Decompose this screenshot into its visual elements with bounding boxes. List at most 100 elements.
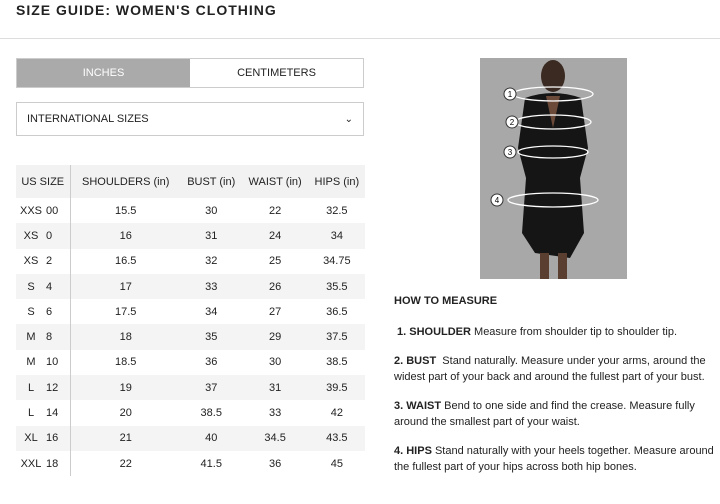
- table-row: S 6 17.5 34 27 36.5: [16, 299, 365, 325]
- step-label: 2. BUST: [394, 355, 437, 367]
- table-row: S 4 17 33 26 35.5: [16, 273, 365, 300]
- cell-shoulders: 17: [70, 273, 181, 300]
- cell-size-number: 6: [46, 299, 71, 325]
- cell-size-number: 14: [46, 400, 71, 426]
- cell-size-number: 10: [46, 349, 71, 376]
- cell-shoulders: 16.5: [114, 255, 137, 268]
- cell-size-number: 8: [46, 324, 71, 350]
- cell-hips: 45: [330, 457, 343, 470]
- table-row: L 14 20 38.5 33 42: [16, 400, 365, 426]
- header-bust: BUST (in): [180, 165, 242, 198]
- how-to-measure-title: HOW TO MEASURE: [394, 295, 498, 307]
- cell-size-label: S: [27, 305, 35, 318]
- cell-bust: 31: [180, 223, 242, 249]
- table-row: XL 16 21 40 34.5 43.5: [16, 425, 365, 451]
- step-label: 3. WAIST: [394, 400, 442, 412]
- cell-hips: 34: [308, 223, 365, 249]
- cell-hips: 32.5: [326, 204, 348, 217]
- svg-text:3: 3: [508, 148, 513, 157]
- cell-bust: 30: [205, 204, 218, 217]
- select-value: INTERNATIONAL SIZES: [27, 113, 149, 125]
- cell-waist: 31: [241, 375, 309, 401]
- measure-step: 3. WAIST Bend to one side and find the c…: [394, 398, 714, 430]
- cell-size-label: L: [16, 375, 46, 401]
- step-text: Stand naturally. Measure under your arms…: [394, 355, 709, 383]
- cell-hips: 42: [330, 407, 343, 420]
- divider: [0, 38, 720, 39]
- svg-text:2: 2: [510, 118, 515, 127]
- cell-size-label: L: [27, 407, 35, 420]
- measure-step: 1. SHOULDER Measure from shoulder tip to…: [394, 324, 714, 340]
- cell-size-label: M: [16, 324, 46, 350]
- cell-size-number: 00: [46, 198, 71, 224]
- header-hips: HIPS (in): [308, 165, 365, 198]
- cell-size-number: 16: [46, 425, 71, 451]
- step-label: 4. HIPS: [394, 445, 432, 457]
- table-row: XS 2 16.5 32 25 34.75: [16, 248, 365, 274]
- cell-shoulders: 16: [70, 223, 181, 249]
- cell-bust: 36: [205, 356, 218, 369]
- header-us-size: US SIZE: [16, 165, 71, 198]
- cell-size-label: M: [26, 356, 36, 369]
- table-row: XXS 00 15.5 30 22 32.5: [16, 198, 365, 224]
- cell-size-number: 4: [46, 273, 71, 300]
- cell-shoulders: 18: [70, 324, 181, 350]
- size-system-select[interactable]: INTERNATIONAL SIZES ⌄: [16, 102, 364, 136]
- table-row: M 8 18 35 29 37.5: [16, 324, 365, 350]
- cell-waist: 24: [241, 223, 309, 249]
- marker-1: 1: [503, 87, 517, 101]
- tab-inches[interactable]: INCHES: [17, 59, 190, 87]
- cell-waist: 29: [241, 324, 309, 350]
- marker-4: 4: [490, 193, 504, 207]
- tab-centimeters[interactable]: CENTIMETERS: [237, 67, 316, 79]
- cell-size-number: 0: [46, 223, 71, 249]
- cell-size-label: XL: [16, 425, 46, 451]
- step-label: 1. SHOULDER: [397, 326, 471, 338]
- cell-shoulders: 15.5: [114, 204, 137, 217]
- cell-hips: 36.5: [326, 305, 348, 318]
- measurement-photo: 1 2 3 4: [480, 58, 627, 279]
- cell-size-label: XS: [23, 255, 39, 268]
- table-row: M 10 18.5 36 30 38.5: [16, 349, 365, 376]
- cell-waist: 36: [268, 457, 282, 470]
- measure-step: 4. HIPS Stand naturally with your heels …: [394, 443, 714, 475]
- cell-waist: 34.5: [241, 425, 309, 451]
- cell-shoulders: 19: [70, 375, 181, 401]
- step-text: Measure from shoulder tip to shoulder ti…: [470, 326, 678, 338]
- cell-shoulders: 17.5: [114, 305, 137, 318]
- step-text: Stand naturally with your heels together…: [394, 445, 717, 473]
- cell-hips: 43.5: [308, 425, 365, 451]
- cell-waist: 33: [268, 407, 282, 420]
- header-waist: WAIST (in): [241, 165, 309, 198]
- svg-text:4: 4: [495, 196, 500, 205]
- cell-size-number: 2: [46, 248, 71, 274]
- cell-size-label: XXS: [19, 204, 42, 217]
- cell-size-label: XXL: [20, 457, 42, 470]
- table-row: XXL 18 22 41.5 36 45: [16, 450, 365, 477]
- header-shoulders: SHOULDERS (in): [70, 165, 181, 198]
- marker-3: 3: [503, 145, 517, 159]
- size-table: US SIZE SHOULDERS (in) BUST (in) WAIST (…: [16, 165, 365, 477]
- cell-hips: 38.5: [326, 356, 348, 369]
- step-text: Bend to one side and find the crease. Me…: [394, 400, 698, 428]
- chevron-down-icon: ⌄: [344, 113, 353, 125]
- how-to-measure: HOW TO MEASURE 1. SHOULDER Measure from …: [394, 293, 714, 488]
- cell-shoulders: 20: [119, 407, 132, 420]
- cell-bust: 32: [205, 255, 218, 268]
- cell-hips: 39.5: [308, 375, 365, 401]
- table-row: L 12 19 37 31 39.5: [16, 375, 365, 401]
- cell-waist: 30: [268, 356, 282, 369]
- cell-waist: 22: [268, 204, 282, 217]
- cell-shoulders: 21: [70, 425, 181, 451]
- cell-size-label: XS: [16, 223, 46, 249]
- page-title: SIZE GUIDE: WOMEN'S CLOTHING: [16, 2, 277, 18]
- cell-hips: 37.5: [308, 324, 365, 350]
- cell-shoulders: 18.5: [114, 356, 137, 369]
- cell-bust: 34: [205, 305, 218, 318]
- table-row: XS 0 16 31 24 34: [16, 223, 365, 249]
- cell-bust: 38.5: [200, 407, 222, 420]
- cell-hips: 35.5: [308, 273, 365, 300]
- cell-bust: 35: [180, 324, 242, 350]
- cell-size-label: S: [16, 273, 46, 300]
- cell-waist: 27: [268, 305, 282, 318]
